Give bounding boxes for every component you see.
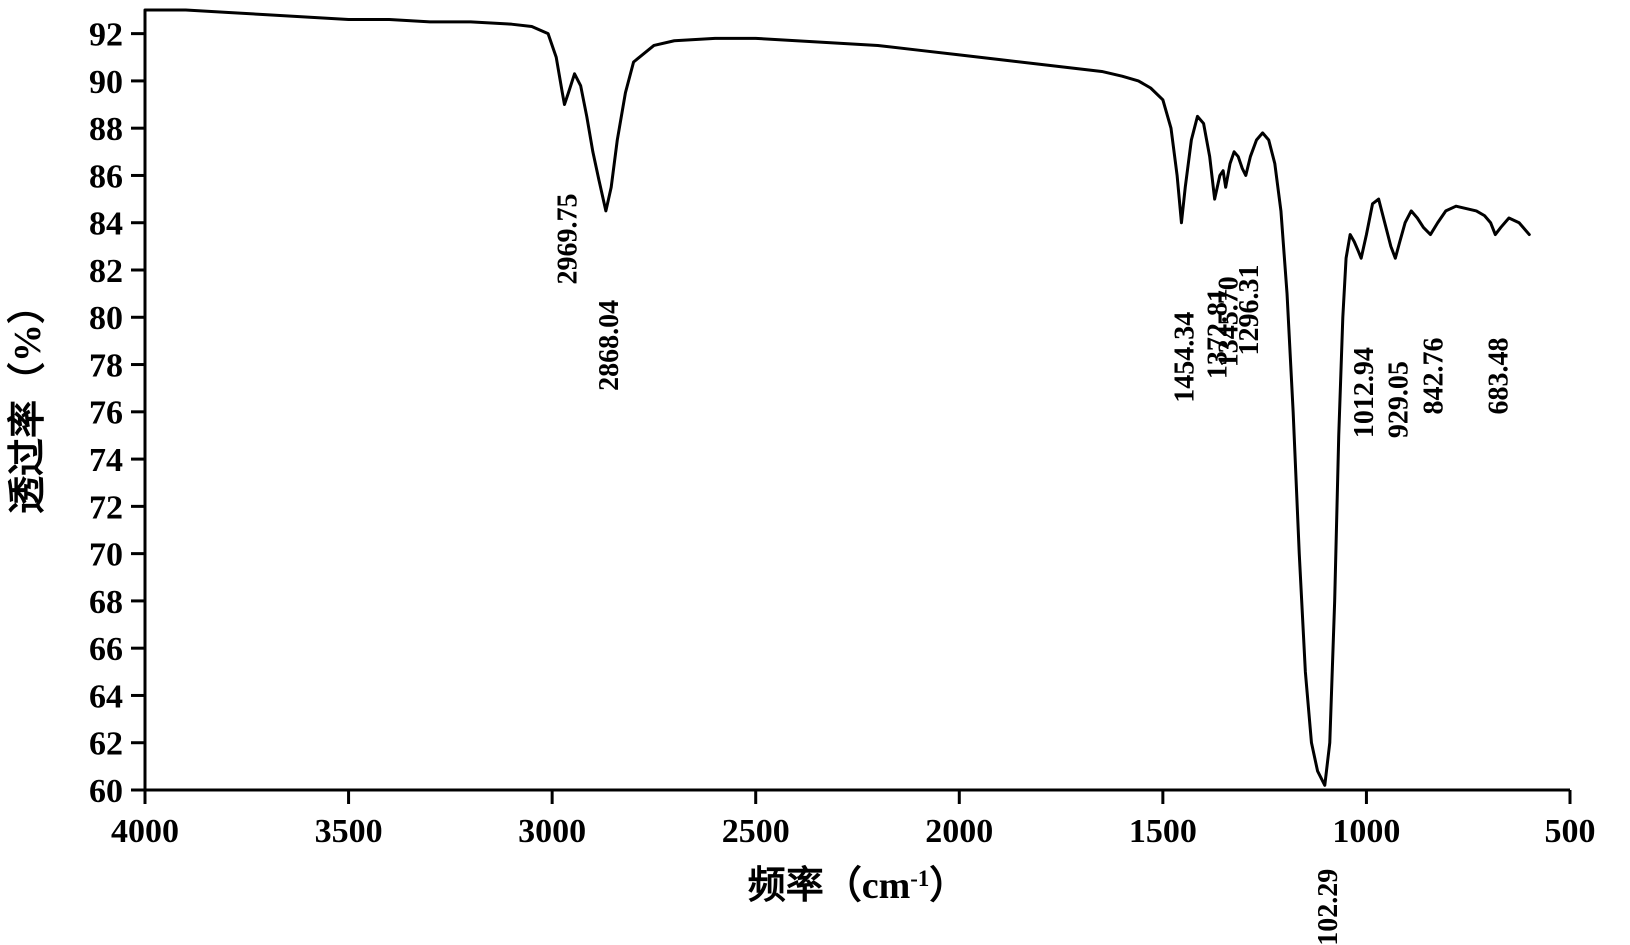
y-axis-label: 透过率（%） <box>7 286 49 514</box>
x-tick-label: 1000 <box>1332 813 1400 850</box>
y-tick-label: 68 <box>89 584 123 621</box>
y-tick-label: 78 <box>89 347 123 384</box>
y-tick-label: 88 <box>89 111 123 148</box>
peak-label: 683.48 <box>1483 338 1514 415</box>
peak-label: 929.05 <box>1383 361 1414 438</box>
x-tick-label: 3500 <box>315 813 383 850</box>
y-tick-label: 80 <box>89 300 123 337</box>
x-axis-label: 频率（cm-1） <box>748 865 968 907</box>
y-tick-label: 86 <box>89 158 123 195</box>
y-tick-label: 74 <box>89 442 123 479</box>
spectrum-line <box>145 10 1529 785</box>
ir-spectrum-chart: 4000 3500 3000 2500 2000 1500 1000 500 60 62 64 66 6… <box>0 0 1630 945</box>
peak-label: 1102.29 <box>1313 869 1344 945</box>
peak-label: 1296.31 <box>1234 264 1265 355</box>
x-tick-label: 2000 <box>925 813 993 850</box>
peak-label: 1454.34 <box>1169 312 1200 403</box>
y-tick-label: 84 <box>89 206 123 243</box>
chart-svg: 4000 3500 3000 2500 2000 1500 1000 500 60 62 64 66 6… <box>0 0 1630 945</box>
y-tick-label: 72 <box>89 489 123 526</box>
y-tick-label: 60 <box>89 773 123 810</box>
x-tick-label: 2500 <box>722 813 790 850</box>
y-tick-label: 62 <box>89 726 123 763</box>
x-tick-label: 1500 <box>1129 813 1197 850</box>
x-tick-label: 500 <box>1545 813 1596 850</box>
peak-label: 2969.75 <box>552 194 583 285</box>
y-tick-label: 90 <box>89 64 123 101</box>
x-tick-label: 3000 <box>518 813 586 850</box>
x-tick-label: 4000 <box>111 813 179 850</box>
peak-label: 1012.94 <box>1349 347 1380 438</box>
y-tick-label: 66 <box>89 631 123 668</box>
peak-label: 2868.04 <box>594 300 625 391</box>
peak-label: 842.76 <box>1418 338 1449 415</box>
y-tick-label: 76 <box>89 395 123 432</box>
y-tick-label: 64 <box>89 678 123 715</box>
y-tick-label: 70 <box>89 537 123 574</box>
y-tick-label: 82 <box>89 253 123 290</box>
y-tick-label: 92 <box>89 17 123 54</box>
